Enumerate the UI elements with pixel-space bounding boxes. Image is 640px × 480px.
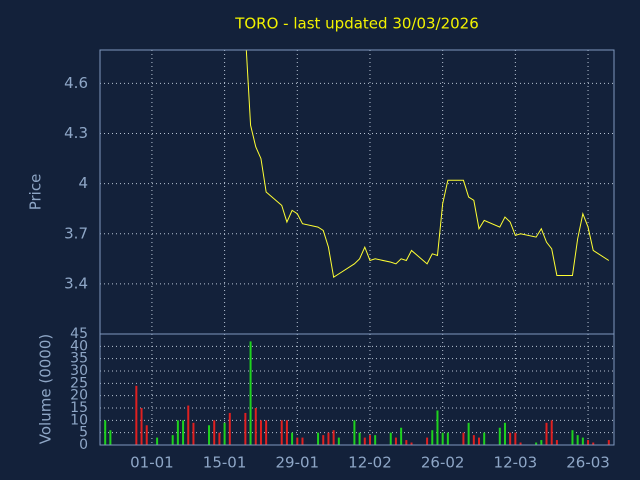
volume-bar (410, 442, 413, 445)
volume-bar (400, 427, 403, 445)
volume-bar (249, 341, 252, 445)
volume-bar (322, 435, 325, 445)
plot-frame (99, 333, 615, 446)
volume-bar (394, 437, 397, 445)
x-tick-label: 26-03 (566, 454, 610, 472)
volume-bar (140, 408, 143, 445)
volume-bar (327, 432, 330, 445)
volume-bar (405, 440, 408, 445)
volume-bar (187, 405, 190, 445)
volume-bar (317, 432, 320, 445)
volume-bar (332, 430, 335, 445)
y-tick-label: 3.7 (64, 224, 88, 242)
volume-bar (550, 420, 553, 445)
y-tick-label: 4.6 (64, 74, 88, 92)
volume-bar (363, 437, 366, 445)
volume-bar (519, 442, 522, 445)
volume-bar (389, 432, 392, 445)
volume-bar (571, 430, 574, 445)
volume-bar (540, 440, 543, 445)
y-tick-label: 25 (70, 375, 88, 391)
line-group (245, 50, 610, 279)
volume-bar (472, 435, 475, 445)
volume-bar (581, 437, 584, 445)
volume-bar (182, 420, 185, 445)
volume-bar (265, 420, 268, 445)
volume-bar (446, 432, 449, 445)
y-tick-label: 10 (70, 412, 88, 428)
plot-frame (99, 49, 615, 335)
volume-bar (280, 420, 283, 445)
volume-bar (192, 422, 195, 445)
chart-title: TORO - last updated 30/03/2026 (234, 15, 479, 33)
volume-bar (218, 432, 221, 445)
volume-bar (228, 412, 231, 445)
volume-bar (478, 437, 481, 445)
y-tick-label: 30 (70, 363, 88, 379)
y-tick-label: 15 (70, 400, 88, 416)
y-tick-label: 40 (70, 338, 88, 354)
volume-bar (509, 432, 512, 445)
volume-bar (223, 422, 226, 445)
volume-bar (213, 420, 216, 445)
y-tick-label: 5 (79, 425, 88, 441)
y-tick-label: 3.4 (64, 274, 88, 292)
volume-bar (135, 385, 138, 445)
y-tick-label: 45 (70, 326, 88, 342)
volume-bar (109, 430, 112, 445)
volume-bar (498, 427, 501, 445)
y-axis-label: Price (27, 174, 45, 211)
x-tick-label: 01-01 (130, 454, 174, 472)
volume-bar (156, 437, 159, 445)
volume-bar (208, 425, 211, 445)
volume-bar (244, 412, 247, 445)
volume-bar (259, 420, 262, 445)
volume-bar (535, 442, 538, 445)
volume-bar (503, 422, 506, 445)
x-tick-label: 12-03 (494, 454, 538, 472)
y-tick-label: 35 (70, 351, 88, 367)
volume-bar (483, 432, 486, 445)
x-tick-label: 12-02 (348, 454, 392, 472)
volume-bar (607, 440, 610, 445)
volume-bar (592, 442, 595, 445)
volume-bar (171, 435, 174, 445)
x-tick-label: 15-01 (203, 454, 247, 472)
volume-bar (426, 437, 429, 445)
price-line (245, 50, 610, 279)
volume-bar (358, 432, 361, 445)
volume-bar (337, 437, 340, 445)
y-tick-label: 20 (70, 388, 88, 404)
volume-bar (555, 440, 558, 445)
volume-bar (254, 408, 257, 445)
volume-bar (368, 435, 371, 445)
volume-bar (145, 425, 148, 445)
volume-bar (104, 420, 107, 445)
volume-bar (441, 432, 444, 445)
volume-bar (176, 420, 179, 445)
x-tick-label: 29-01 (275, 454, 319, 472)
volume-bar (545, 422, 548, 445)
volume-bar (291, 432, 294, 445)
volume-bar (467, 422, 470, 445)
volume-bar (353, 420, 356, 445)
volume-bar (576, 435, 579, 445)
y-tick-label: 4.3 (64, 124, 88, 142)
volume-bar (436, 410, 439, 445)
volume-bar (285, 420, 288, 445)
x-tick-label: 26-02 (421, 454, 465, 472)
y-tick-label: 0 (79, 437, 88, 453)
volume-bar (374, 435, 377, 445)
y-axis-label: Volume (0000) (37, 334, 55, 444)
volume-bar (587, 440, 590, 445)
y-tick-label: 4 (78, 174, 88, 192)
volume-bar (514, 432, 517, 445)
volume-bar (462, 432, 465, 445)
volume-bar (301, 437, 304, 445)
volume-bar (431, 430, 434, 445)
volume-bar (296, 437, 299, 445)
